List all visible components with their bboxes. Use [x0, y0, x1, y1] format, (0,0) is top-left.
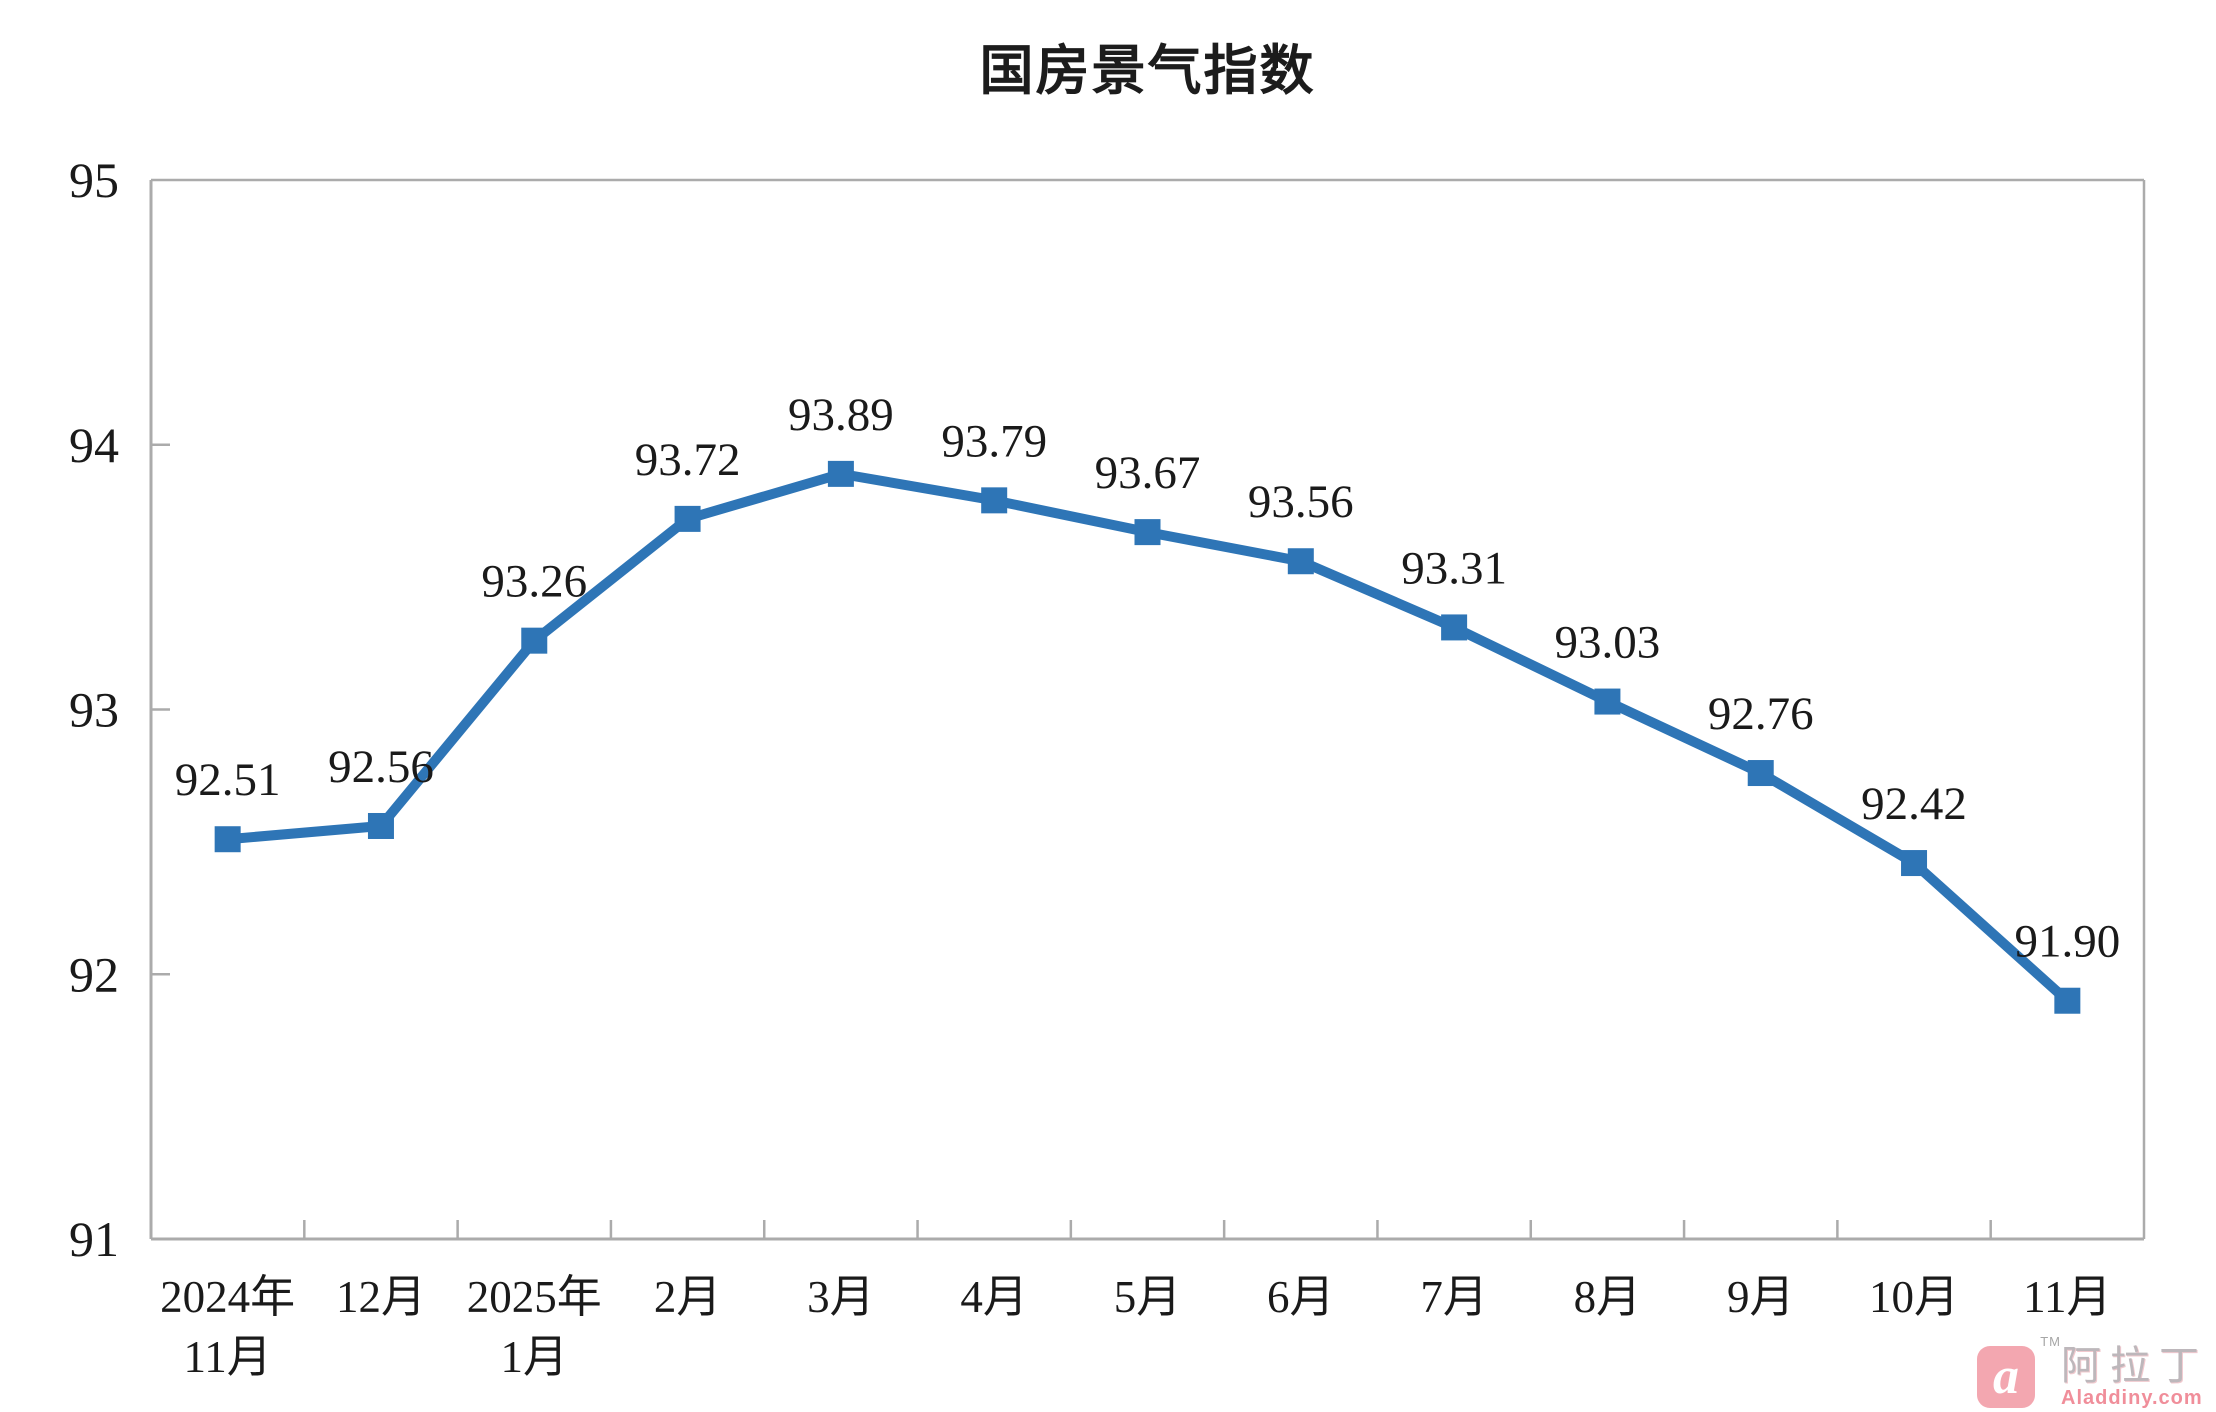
data-point-marker	[1594, 688, 1621, 715]
watermark-brand-name: 阿拉丁	[2061, 1344, 2208, 1388]
x-tick-label: 11月	[183, 1332, 271, 1382]
x-tick-label: 10月	[1869, 1272, 1959, 1322]
x-tick-label: 5月	[1114, 1272, 1182, 1322]
y-tick-label: 94	[69, 417, 119, 473]
data-point-label: 93.79	[941, 415, 1047, 467]
x-tick-label: 7月	[1420, 1272, 1488, 1322]
data-point-marker	[1441, 614, 1468, 641]
x-tick-label: 2025年	[467, 1272, 602, 1322]
data-point-marker	[1747, 760, 1774, 787]
data-point-label: 93.31	[1401, 542, 1507, 594]
y-tick-label: 91	[69, 1211, 119, 1267]
watermark: a TM 阿拉丁 Aladdiny.com	[1977, 1334, 2208, 1410]
x-tick-label: 9月	[1727, 1272, 1795, 1322]
data-point-label: 93.03	[1555, 617, 1661, 669]
data-point-label: 92.76	[1708, 688, 1814, 740]
x-tick-label: 4月	[960, 1272, 1028, 1322]
x-tick-label: 3月	[807, 1272, 875, 1322]
x-tick-label: 2月	[654, 1272, 722, 1322]
data-point-label: 93.67	[1095, 447, 1201, 499]
data-point-marker	[2054, 987, 2081, 1014]
data-point-label: 93.56	[1248, 476, 1354, 528]
x-tick-label: 6月	[1267, 1272, 1335, 1322]
data-point-label: 93.72	[635, 434, 741, 486]
data-point-label: 93.26	[481, 556, 587, 608]
data-point-label: 92.42	[1861, 778, 1967, 830]
data-point-marker	[1134, 519, 1161, 546]
data-point-marker	[981, 487, 1008, 514]
data-point-marker	[367, 812, 394, 839]
data-point-label: 91.90	[2014, 916, 2120, 968]
y-tick-label: 95	[69, 152, 119, 208]
x-tick-label: 1月	[501, 1332, 569, 1382]
data-point-marker	[827, 460, 854, 487]
y-tick-label: 92	[69, 946, 119, 1002]
data-point-label: 92.56	[328, 741, 434, 793]
data-point-label: 92.51	[175, 754, 281, 806]
watermark-brand-url: Aladdiny.com	[2061, 1387, 2203, 1409]
x-tick-label: 2024年	[160, 1272, 295, 1322]
data-point-marker	[1901, 850, 1928, 877]
data-point-label: 93.89	[788, 389, 894, 441]
watermark-text: 阿拉丁 Aladdiny.com	[2061, 1346, 2208, 1410]
x-tick-label: 11月	[2023, 1272, 2111, 1322]
chart-title: 国房景气指数	[979, 41, 1316, 101]
trademark-symbol: TM	[2040, 1334, 2061, 1349]
x-tick-label: 12月	[336, 1272, 426, 1322]
y-tick-label: 93	[69, 682, 119, 738]
data-point-marker	[674, 505, 701, 532]
data-point-marker	[521, 627, 548, 654]
aladdiny-logo-letter: a	[1977, 1346, 2035, 1408]
data-point-marker	[1287, 548, 1314, 575]
data-point-marker	[214, 826, 241, 853]
x-tick-label: 8月	[1574, 1272, 1642, 1322]
aladdiny-logo: a TM	[1977, 1334, 2060, 1408]
